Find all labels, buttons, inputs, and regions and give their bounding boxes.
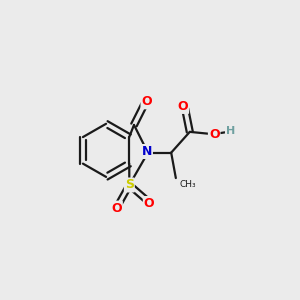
Text: O: O [209,128,220,141]
Text: O: O [178,100,188,113]
Text: N: N [142,145,152,158]
Text: CH₃: CH₃ [179,180,196,189]
Text: O: O [142,95,152,108]
Text: S: S [125,178,134,191]
Text: O: O [144,197,154,210]
Text: H: H [226,126,235,136]
Text: O: O [111,202,122,214]
